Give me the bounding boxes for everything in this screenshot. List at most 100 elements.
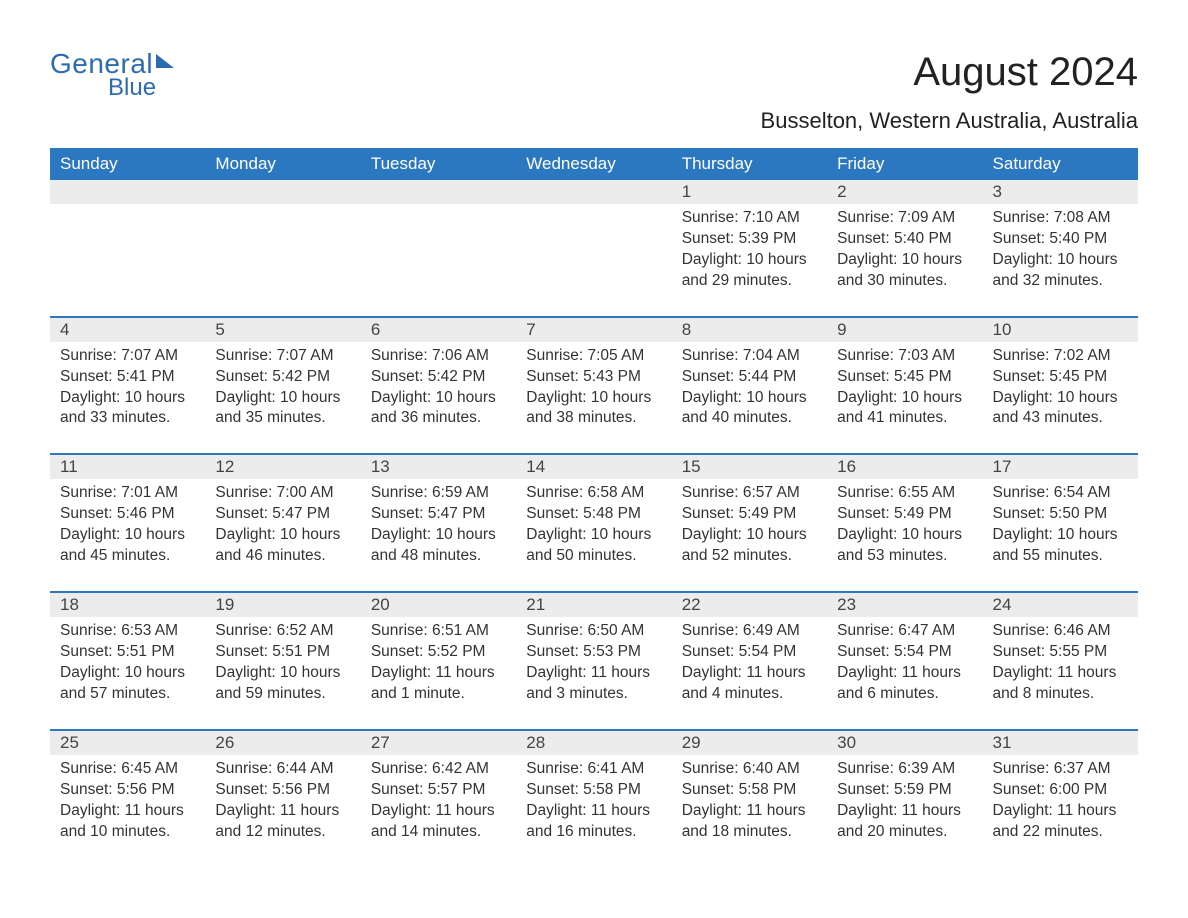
daylight-label: Daylight: (371, 664, 431, 681)
sunrise-value: 6:59 AM (432, 484, 489, 501)
daylight-line: Daylight: 10 hours and 40 minutes. (682, 388, 817, 430)
daylight-line: Daylight: 10 hours and 35 minutes. (215, 388, 350, 430)
day-number: 2 (827, 180, 982, 204)
sunrise-label: Sunrise: (682, 484, 739, 501)
sunset-value: 5:44 PM (739, 368, 797, 385)
daylight-label: Daylight: (993, 251, 1053, 268)
sunset-label: Sunset: (60, 643, 113, 660)
daylight-label: Daylight: (371, 389, 431, 406)
day-details: Sunrise: 6:58 AMSunset: 5:48 PMDaylight:… (516, 479, 671, 567)
sunrise-label: Sunrise: (526, 622, 583, 639)
calendar-cell: 27Sunrise: 6:42 AMSunset: 5:57 PMDayligh… (361, 730, 516, 867)
day-number: 1 (672, 180, 827, 204)
day-header: Sunday (50, 148, 205, 180)
sunrise-line: Sunrise: 7:06 AM (371, 346, 506, 367)
sunset-line: Sunset: 5:46 PM (60, 504, 195, 525)
sunset-label: Sunset: (60, 781, 113, 798)
sunrise-label: Sunrise: (837, 209, 894, 226)
sunrise-line: Sunrise: 6:50 AM (526, 621, 661, 642)
sunset-value: 5:54 PM (739, 643, 797, 660)
sunset-line: Sunset: 6:00 PM (993, 780, 1128, 801)
sunrise-line: Sunrise: 6:41 AM (526, 759, 661, 780)
daylight-label: Daylight: (993, 664, 1053, 681)
day-number: 13 (361, 455, 516, 479)
sunrise-label: Sunrise: (682, 347, 739, 364)
calendar-cell: 3Sunrise: 7:08 AMSunset: 5:40 PMDaylight… (983, 180, 1138, 317)
sunset-value: 5:56 PM (117, 781, 175, 798)
sunrise-value: 6:53 AM (121, 622, 178, 639)
day-number: 19 (205, 593, 360, 617)
sunset-line: Sunset: 5:51 PM (215, 642, 350, 663)
calendar-cell: 28Sunrise: 6:41 AMSunset: 5:58 PMDayligh… (516, 730, 671, 867)
sunrise-line: Sunrise: 6:59 AM (371, 483, 506, 504)
sunrise-label: Sunrise: (371, 760, 428, 777)
day-number: 9 (827, 318, 982, 342)
sunrise-line: Sunrise: 6:51 AM (371, 621, 506, 642)
day-number: 5 (205, 318, 360, 342)
day-number (516, 180, 671, 204)
sunrise-value: 6:55 AM (898, 484, 955, 501)
calendar-cell: 20Sunrise: 6:51 AMSunset: 5:52 PMDayligh… (361, 592, 516, 730)
sunset-label: Sunset: (526, 781, 579, 798)
sunrise-value: 6:57 AM (743, 484, 800, 501)
calendar-cell: 22Sunrise: 6:49 AMSunset: 5:54 PMDayligh… (672, 592, 827, 730)
sunset-label: Sunset: (371, 643, 424, 660)
day-details: Sunrise: 6:53 AMSunset: 5:51 PMDaylight:… (50, 617, 205, 705)
daylight-label: Daylight: (993, 389, 1053, 406)
sunset-label: Sunset: (526, 643, 579, 660)
sunset-value: 5:55 PM (1049, 643, 1107, 660)
day-details: Sunrise: 7:07 AMSunset: 5:42 PMDaylight:… (205, 342, 360, 430)
sunrise-line: Sunrise: 7:05 AM (526, 346, 661, 367)
calendar-row: 18Sunrise: 6:53 AMSunset: 5:51 PMDayligh… (50, 592, 1138, 730)
day-details: Sunrise: 6:59 AMSunset: 5:47 PMDaylight:… (361, 479, 516, 567)
day-number: 18 (50, 593, 205, 617)
calendar-cell: 8Sunrise: 7:04 AMSunset: 5:44 PMDaylight… (672, 317, 827, 455)
daylight-line: Daylight: 10 hours and 59 minutes. (215, 663, 350, 705)
calendar-body: 1Sunrise: 7:10 AMSunset: 5:39 PMDaylight… (50, 180, 1138, 866)
sunrise-label: Sunrise: (371, 622, 428, 639)
sunrise-value: 6:46 AM (1054, 622, 1111, 639)
daylight-label: Daylight: (837, 664, 897, 681)
brand-line2: Blue (108, 76, 156, 100)
sunset-line: Sunset: 5:49 PM (837, 504, 972, 525)
sunset-value: 5:48 PM (583, 505, 641, 522)
sunset-line: Sunset: 5:45 PM (837, 367, 972, 388)
day-details: Sunrise: 6:54 AMSunset: 5:50 PMDaylight:… (983, 479, 1138, 567)
sunset-value: 5:41 PM (117, 368, 175, 385)
sunset-label: Sunset: (215, 368, 268, 385)
day-details: Sunrise: 6:49 AMSunset: 5:54 PMDaylight:… (672, 617, 827, 705)
sunset-label: Sunset: (215, 781, 268, 798)
sunrise-value: 6:49 AM (743, 622, 800, 639)
sunrise-line: Sunrise: 7:00 AM (215, 483, 350, 504)
daylight-label: Daylight: (526, 664, 586, 681)
day-header: Thursday (672, 148, 827, 180)
daylight-line: Daylight: 10 hours and 55 minutes. (993, 525, 1128, 567)
calendar-cell: 21Sunrise: 6:50 AMSunset: 5:53 PMDayligh… (516, 592, 671, 730)
day-header: Wednesday (516, 148, 671, 180)
day-number: 26 (205, 731, 360, 755)
sunrise-label: Sunrise: (993, 622, 1050, 639)
day-number: 22 (672, 593, 827, 617)
sunset-line: Sunset: 5:44 PM (682, 367, 817, 388)
calendar-cell (50, 180, 205, 317)
day-details: Sunrise: 7:07 AMSunset: 5:41 PMDaylight:… (50, 342, 205, 430)
daylight-label: Daylight: (215, 389, 275, 406)
day-header-row: SundayMondayTuesdayWednesdayThursdayFrid… (50, 148, 1138, 180)
sunset-value: 5:57 PM (428, 781, 486, 798)
sunset-label: Sunset: (993, 230, 1046, 247)
sunset-label: Sunset: (682, 643, 735, 660)
calendar-cell (205, 180, 360, 317)
sunset-line: Sunset: 5:58 PM (526, 780, 661, 801)
sunrise-line: Sunrise: 7:09 AM (837, 208, 972, 229)
sunrise-line: Sunrise: 6:52 AM (215, 621, 350, 642)
sunset-value: 5:47 PM (428, 505, 486, 522)
day-number: 14 (516, 455, 671, 479)
day-details: Sunrise: 6:45 AMSunset: 5:56 PMDaylight:… (50, 755, 205, 843)
sunrise-line: Sunrise: 6:44 AM (215, 759, 350, 780)
day-number: 12 (205, 455, 360, 479)
day-number: 8 (672, 318, 827, 342)
sunset-value: 5:47 PM (272, 505, 330, 522)
daylight-label: Daylight: (837, 251, 897, 268)
day-details: Sunrise: 6:50 AMSunset: 5:53 PMDaylight:… (516, 617, 671, 705)
sunrise-label: Sunrise: (526, 484, 583, 501)
